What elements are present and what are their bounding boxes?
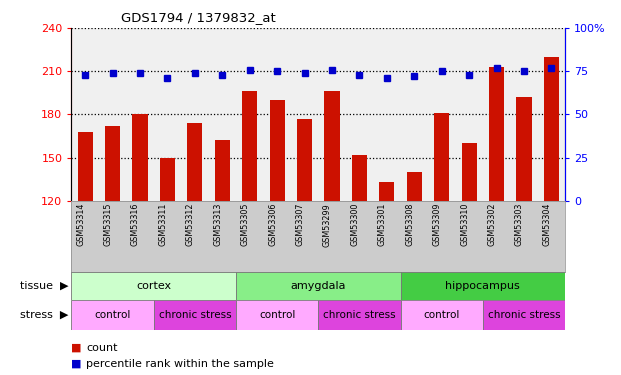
Text: GSM53311: GSM53311 [158, 203, 168, 246]
Bar [461, 143, 477, 201]
Text: GSM53305: GSM53305 [241, 203, 250, 246]
Bar [71, 300, 154, 330]
Text: GSM53307: GSM53307 [296, 203, 304, 246]
Text: tissue  ▶: tissue ▶ [20, 281, 68, 291]
Bar [215, 140, 230, 201]
Text: GSM53309: GSM53309 [433, 203, 442, 246]
Text: GSM53306: GSM53306 [268, 203, 277, 246]
Text: amygdala: amygdala [291, 281, 346, 291]
Text: ■: ■ [71, 343, 82, 353]
Bar [434, 113, 449, 201]
Bar [379, 182, 394, 201]
Bar [544, 57, 559, 201]
Text: GSM53314: GSM53314 [76, 203, 85, 246]
Text: control: control [94, 310, 131, 320]
Text: GSM53304: GSM53304 [542, 203, 551, 246]
Text: chronic stress: chronic stress [487, 310, 560, 320]
Bar [483, 300, 565, 330]
Text: GSM53316: GSM53316 [131, 203, 140, 246]
Bar [154, 300, 236, 330]
Bar [160, 158, 175, 201]
Text: chronic stress: chronic stress [158, 310, 231, 320]
Bar [401, 300, 483, 330]
Text: cortex: cortex [136, 281, 171, 291]
Bar [318, 300, 401, 330]
Bar [401, 272, 565, 300]
Text: GDS1794 / 1379832_at: GDS1794 / 1379832_at [121, 11, 276, 24]
Text: percentile rank within the sample: percentile rank within the sample [86, 359, 274, 369]
Bar [324, 92, 340, 201]
Bar [297, 118, 312, 201]
Text: GSM53308: GSM53308 [406, 203, 414, 246]
Text: GSM53301: GSM53301 [378, 203, 387, 246]
Bar [132, 114, 148, 201]
Text: GSM53310: GSM53310 [460, 203, 469, 246]
Text: GSM53312: GSM53312 [186, 203, 195, 246]
Bar [270, 100, 284, 201]
Bar [242, 92, 257, 201]
Text: hippocampus: hippocampus [445, 281, 520, 291]
Bar [188, 123, 202, 201]
Text: chronic stress: chronic stress [323, 310, 396, 320]
Text: GSM53302: GSM53302 [487, 203, 497, 246]
Text: GSM53315: GSM53315 [104, 203, 112, 246]
Bar [78, 132, 93, 201]
Bar [236, 272, 401, 300]
Bar [489, 67, 504, 201]
Text: control: control [259, 310, 296, 320]
Bar [236, 300, 319, 330]
Text: count: count [86, 343, 118, 353]
Text: GSM53303: GSM53303 [515, 203, 524, 246]
Text: GSM53313: GSM53313 [213, 203, 222, 246]
Bar [517, 97, 532, 201]
Bar [407, 172, 422, 201]
Bar [105, 126, 120, 201]
Text: ■: ■ [71, 359, 82, 369]
Text: GSM53299: GSM53299 [323, 203, 332, 246]
Text: GSM53300: GSM53300 [350, 203, 360, 246]
Text: stress  ▶: stress ▶ [20, 310, 68, 320]
Bar [352, 154, 367, 201]
Text: control: control [424, 310, 460, 320]
Bar [71, 272, 236, 300]
